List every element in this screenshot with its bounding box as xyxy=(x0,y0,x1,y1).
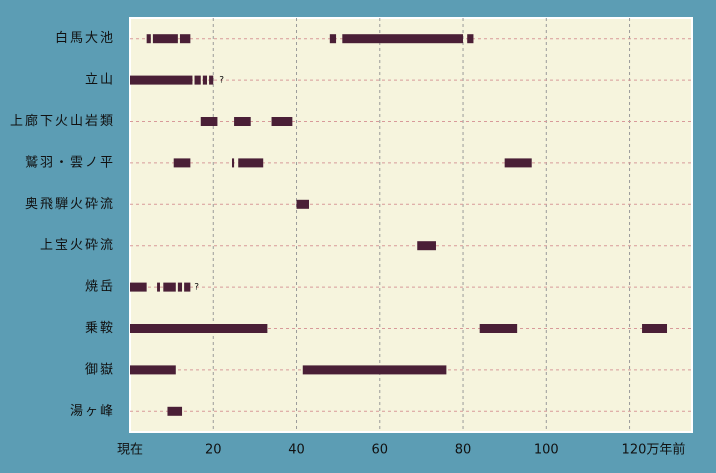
x-tick-label: 40 xyxy=(288,443,305,458)
annotation: ? xyxy=(194,283,199,293)
range-bar xyxy=(329,34,337,44)
range-bar xyxy=(234,117,251,126)
range-bar xyxy=(238,158,264,168)
category-label: 湯ヶ峰 xyxy=(70,404,115,419)
category-label: 御嶽 xyxy=(85,362,115,377)
annotation: ? xyxy=(219,76,224,86)
range-bar xyxy=(504,158,532,168)
category-label: 立山 xyxy=(85,73,115,88)
x-tick-label: 120万年前 xyxy=(622,442,686,458)
x-tick-label: 100 xyxy=(534,443,559,458)
range-bar xyxy=(146,34,151,44)
range-bar xyxy=(202,75,208,85)
category-label: 奥飛騨火砕流 xyxy=(25,197,115,212)
range-bar xyxy=(271,117,293,126)
range-bar xyxy=(130,282,147,292)
category-label: 乗鞍 xyxy=(85,320,115,336)
range-bar xyxy=(152,34,178,44)
x-tick-label: 現在 xyxy=(117,443,143,458)
category-label: 鷲羽・雲ノ平 xyxy=(25,155,115,170)
x-tick-label: 20 xyxy=(205,443,222,458)
range-bar xyxy=(130,365,176,375)
plot-area xyxy=(129,17,693,433)
range-bar xyxy=(296,199,310,209)
range-bar xyxy=(467,34,474,44)
range-bar xyxy=(302,365,447,375)
category-label: 上廊下火山岩類 xyxy=(10,113,115,129)
x-tick-label: 60 xyxy=(372,443,389,458)
category-label: 上宝火砕流 xyxy=(40,238,115,253)
range-bar xyxy=(479,324,518,333)
range-bar xyxy=(417,241,436,251)
range-bar xyxy=(163,282,176,292)
range-bar xyxy=(179,34,191,44)
range-bar xyxy=(200,117,218,126)
range-bar xyxy=(130,75,193,85)
range-bar xyxy=(167,406,183,416)
range-bar xyxy=(184,282,191,292)
range-bar xyxy=(231,158,235,168)
range-bar xyxy=(173,158,191,168)
range-bar xyxy=(642,324,668,333)
range-bar xyxy=(130,324,268,333)
range-bar xyxy=(194,75,201,85)
range-bar xyxy=(177,282,183,292)
x-tick-label: 80 xyxy=(455,443,472,458)
range-bar xyxy=(342,34,464,44)
category-label: 白馬大池 xyxy=(55,30,115,46)
range-bar xyxy=(157,282,160,292)
category-label: 焼岳 xyxy=(85,280,115,295)
range-bar xyxy=(209,75,214,85)
